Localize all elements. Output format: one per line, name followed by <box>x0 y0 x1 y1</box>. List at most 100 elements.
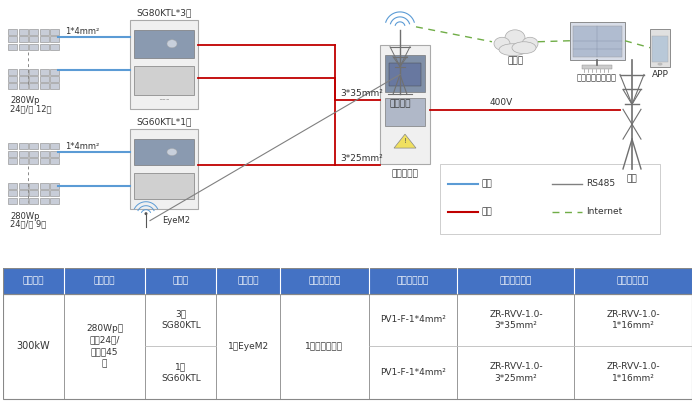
Ellipse shape <box>505 30 525 46</box>
Ellipse shape <box>522 37 538 50</box>
Bar <box>19 190 28 196</box>
Ellipse shape <box>657 63 662 66</box>
Bar <box>8 143 17 149</box>
Bar <box>3 268 64 293</box>
Bar <box>130 20 198 110</box>
Text: APP: APP <box>652 69 669 79</box>
Bar <box>19 76 28 82</box>
Text: 400V: 400V <box>490 98 513 107</box>
Bar <box>8 29 17 35</box>
Text: 280Wp: 280Wp <box>10 212 40 221</box>
Bar <box>29 69 38 74</box>
Text: !: ! <box>404 138 407 144</box>
Bar <box>8 183 17 189</box>
Text: 1台光伏并網柜: 1台光伏并網柜 <box>305 342 343 351</box>
Bar <box>50 158 59 164</box>
Bar <box>650 29 670 66</box>
Text: 交流配電設備: 交流配電設備 <box>309 276 341 285</box>
Bar <box>19 44 28 50</box>
Text: 1台EyeM2: 1台EyeM2 <box>228 342 269 351</box>
Text: ZR-RVV-1.0-
1*16mm²: ZR-RVV-1.0- 1*16mm² <box>606 309 660 330</box>
Bar <box>389 63 421 87</box>
Text: 24塊/串 12串: 24塊/串 12串 <box>10 104 51 113</box>
Bar <box>19 29 28 35</box>
Bar <box>652 36 668 61</box>
Bar <box>29 183 38 189</box>
Text: 280Wp組
件，24塊/
串，共45
串: 280Wp組 件，24塊/ 串，共45 串 <box>86 324 123 368</box>
Bar <box>19 69 28 74</box>
Bar <box>29 29 38 35</box>
Text: ─ ─ ─: ─ ─ ─ <box>159 98 169 102</box>
Bar <box>575 268 692 293</box>
Bar <box>19 36 28 42</box>
Bar <box>380 45 430 164</box>
Bar <box>145 268 216 293</box>
Text: 通信基站: 通信基站 <box>389 99 411 108</box>
Bar <box>130 129 198 209</box>
Bar <box>8 150 17 156</box>
Bar <box>134 30 194 58</box>
Bar <box>280 268 369 293</box>
Bar <box>8 44 17 50</box>
Bar <box>29 143 38 149</box>
Bar <box>8 190 17 196</box>
Bar <box>50 150 59 156</box>
Bar <box>19 143 28 149</box>
Bar <box>29 190 38 196</box>
Bar <box>19 183 28 189</box>
Bar <box>40 183 49 189</box>
Bar <box>19 158 28 164</box>
Bar <box>8 76 17 82</box>
Bar <box>40 29 49 35</box>
Bar <box>134 139 194 165</box>
Bar <box>570 22 625 60</box>
Text: 直流: 直流 <box>482 179 493 189</box>
Bar <box>40 198 49 204</box>
Bar <box>3 268 692 293</box>
Bar <box>8 36 17 42</box>
Ellipse shape <box>512 42 536 54</box>
Text: 交流線纜型號: 交流線纜型號 <box>500 276 532 285</box>
Bar <box>134 173 194 199</box>
Bar <box>582 65 612 69</box>
Text: ZR-RVV-1.0-
1*16mm²: ZR-RVV-1.0- 1*16mm² <box>606 362 660 383</box>
Bar <box>573 26 622 57</box>
Text: 接地線纜型號: 接地線纜型號 <box>617 276 649 285</box>
Bar <box>134 66 194 95</box>
Bar <box>440 164 660 234</box>
Text: 智慧能源扶貧平臺: 智慧能源扶貧平臺 <box>577 74 617 82</box>
Bar <box>50 76 59 82</box>
Text: ZR-RVV-1.0-
3*35mm²: ZR-RVV-1.0- 3*35mm² <box>489 309 543 330</box>
Bar <box>64 268 145 293</box>
Bar <box>29 44 38 50</box>
Bar <box>50 69 59 74</box>
Text: PV1-F-1*4mm²: PV1-F-1*4mm² <box>380 368 446 377</box>
Text: 24塊/串 9串: 24塊/串 9串 <box>10 219 47 229</box>
Bar <box>50 84 59 89</box>
Ellipse shape <box>145 212 147 215</box>
Bar <box>8 198 17 204</box>
Bar <box>385 98 425 126</box>
Text: EyeM2: EyeM2 <box>162 216 190 224</box>
Text: 通訊模塊: 通訊模塊 <box>238 276 259 285</box>
Text: 3*25mm²: 3*25mm² <box>340 154 383 163</box>
Ellipse shape <box>499 44 527 56</box>
Text: 1*4mm²: 1*4mm² <box>65 142 99 151</box>
Text: 1台
SG60KTL: 1台 SG60KTL <box>161 362 201 383</box>
Bar <box>29 76 38 82</box>
Text: 組件配置: 組件配置 <box>94 276 115 285</box>
Text: 280Wp: 280Wp <box>10 96 40 105</box>
Bar <box>50 198 59 204</box>
Text: 直流線纜型號: 直流線纜型號 <box>397 276 430 285</box>
Bar <box>40 143 49 149</box>
Bar <box>19 150 28 156</box>
Bar <box>50 143 59 149</box>
Text: 交流: 交流 <box>482 207 493 216</box>
Bar <box>385 55 425 92</box>
Bar <box>40 84 49 89</box>
Bar <box>29 198 38 204</box>
Text: 陽光云: 陽光云 <box>508 56 524 66</box>
Bar <box>50 29 59 35</box>
Bar <box>8 69 17 74</box>
Bar <box>40 190 49 196</box>
